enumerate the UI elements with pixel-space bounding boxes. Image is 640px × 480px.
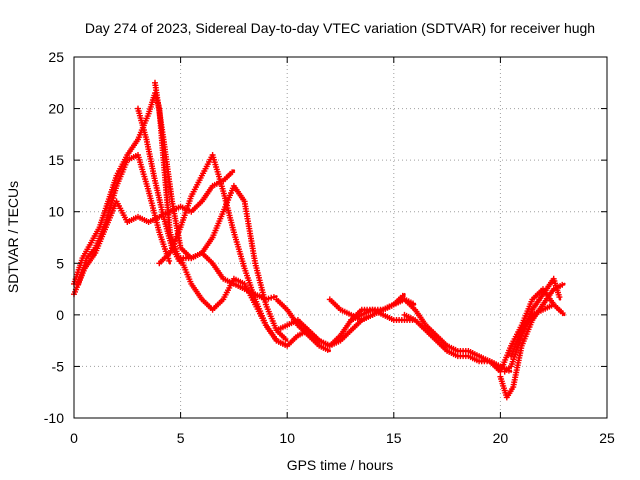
x-tick-label: 10 [279,430,295,446]
y-tick-label: 15 [48,152,64,168]
series-track-3 [75,152,173,287]
x-tick-label: 25 [599,430,615,446]
series-track-14 [401,311,502,369]
data-point [559,281,566,288]
y-tick-label: -5 [52,358,65,374]
series-track-5 [152,79,278,303]
x-axis-label: GPS time / hours [287,457,394,473]
series-track-11 [273,296,331,353]
x-tick-label: 20 [493,430,509,446]
x-tick-label: 0 [70,430,78,446]
data-point [559,310,566,317]
y-tick-label: 20 [48,101,64,117]
data-point [556,294,563,301]
data-point [282,335,289,342]
chart-title: Day 274 of 2023, Sidereal Day-to-day VTE… [85,20,595,36]
grid-lines [74,57,607,418]
y-tick-label: -10 [44,410,64,426]
y-tick-label: 5 [56,255,64,271]
series-track-8 [177,182,289,342]
y-axis-label: SDTVAR / TECUs [5,181,21,293]
x-tick-label: 5 [177,430,185,446]
axis-ticks: 0 5 10 15 20 25 -10 -5 0 5 10 15 20 25 [44,49,615,446]
data-series [71,79,566,401]
plot-frame [73,56,608,419]
y-tick-label: 0 [56,307,64,323]
series-track-18 [486,286,556,375]
data-point [229,169,236,176]
data-point [324,346,331,353]
y-tick-label: 10 [48,204,64,220]
data-point [166,257,173,264]
y-tick-label: 25 [48,49,64,65]
x-tick-label: 15 [386,430,402,446]
series-track-7 [177,255,300,349]
data-point [549,299,556,306]
